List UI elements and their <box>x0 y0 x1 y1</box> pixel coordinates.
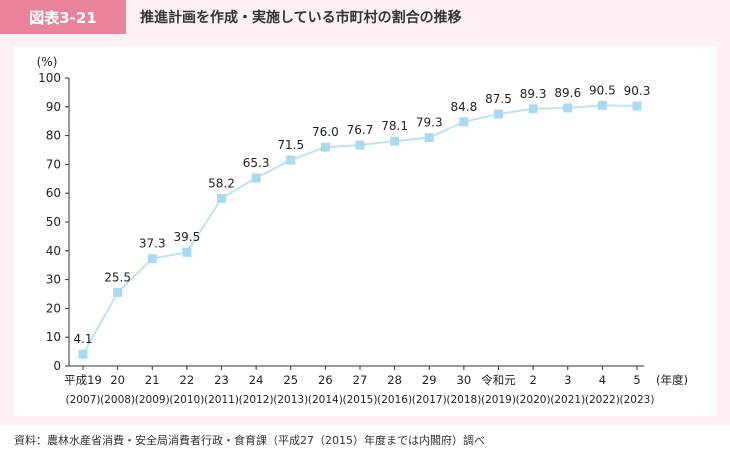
figure-title: 推進計画を作成・実施している市町村の割合の推移 <box>140 10 462 26</box>
x-tick-label: 2 <box>529 373 536 387</box>
y-axis-label: (%) <box>37 55 58 69</box>
data-label: 76.0 <box>312 125 339 139</box>
x-tick-label-western: (2018) <box>446 394 481 406</box>
data-point <box>424 133 434 143</box>
y-tick-label: 90 <box>46 100 61 114</box>
y-tick-label: 50 <box>46 215 61 229</box>
x-tick-label-western: (2019) <box>481 394 516 406</box>
x-tick-label-western: (2012) <box>239 394 274 406</box>
x-tick-label: 令和元 <box>481 373 516 387</box>
x-tick-label: 25 <box>283 373 298 387</box>
data-label: 58.2 <box>208 176 235 190</box>
x-tick-label-western: (2022) <box>585 394 620 406</box>
x-tick-label: 20 <box>110 373 125 387</box>
data-point <box>355 140 365 150</box>
y-tick-label: 30 <box>46 273 61 287</box>
data-label: 89.6 <box>554 86 581 100</box>
data-point <box>528 104 538 114</box>
data-label: 65.3 <box>243 156 270 170</box>
data-label: 25.5 <box>104 271 131 285</box>
data-point <box>632 101 642 111</box>
data-label: 71.5 <box>277 138 304 152</box>
data-point <box>459 117 469 127</box>
x-axis-label: (年度) <box>656 373 688 387</box>
x-tick-label: 30 <box>457 373 472 387</box>
x-tick-label: 21 <box>145 373 160 387</box>
x-tick-label: 26 <box>318 373 333 387</box>
data-label: 78.1 <box>381 119 408 133</box>
x-tick-label-western: (2017) <box>412 394 447 406</box>
x-tick-label: 4 <box>599 373 606 387</box>
data-label: 90.3 <box>624 84 651 98</box>
data-label: 90.5 <box>589 83 616 97</box>
x-tick-label-western: (2009) <box>135 394 170 406</box>
figure-header: 図表3-21 推進計画を作成・実施している市町村の割合の推移 <box>0 0 730 38</box>
data-point <box>390 136 400 146</box>
data-label: 87.5 <box>485 92 512 106</box>
data-label: 76.7 <box>347 123 374 137</box>
data-point <box>217 193 226 203</box>
x-tick-label: 27 <box>353 373 368 387</box>
data-point <box>563 103 573 113</box>
data-point <box>597 100 607 110</box>
plot-panel: 0 10 20 30 40 50 60 70 80 90 100 (%) 平成19 (2007) 20 (20… <box>14 46 716 416</box>
data-point <box>494 109 503 119</box>
data-point <box>320 142 330 152</box>
x-tick-label: 23 <box>214 373 229 387</box>
line-chart: 0 10 20 30 40 50 60 70 80 90 100 (%) 平成19 (2007) 20 (20… <box>37 55 688 406</box>
y-tick-label: 0 <box>53 359 61 373</box>
x-tick-label-western: (2011) <box>204 394 239 406</box>
y-tick-label: 20 <box>46 301 61 315</box>
data-label: 79.3 <box>416 116 443 130</box>
figure-frame: 図表3-21 推進計画を作成・実施している市町村の割合の推移 0 10 20 30 40… <box>0 0 730 425</box>
data-label: 84.8 <box>451 100 478 114</box>
data-point <box>113 288 123 298</box>
y-tick-label: 60 <box>46 186 61 200</box>
x-tick-label-western: (2020) <box>516 394 551 406</box>
x-tick-label-western: (2010) <box>169 394 204 406</box>
data-label: 4.1 <box>73 332 92 346</box>
x-tick-label-western: (2021) <box>550 394 585 406</box>
x-tick-label-western: (2007) <box>66 394 101 406</box>
x-tick-label-western: (2013) <box>273 394 308 406</box>
x-tick-label-western: (2008) <box>100 394 135 406</box>
data-label: 89.3 <box>520 87 547 101</box>
data-point <box>147 254 157 264</box>
x-tick-label-western: (2016) <box>377 394 412 406</box>
y-tick-label: 80 <box>46 129 61 143</box>
source-note: 資料：農林水産省消費・安全局消費者行政・食育課（平成27（2015）年度までは内… <box>14 434 485 447</box>
x-tick-label: 平成19 <box>64 373 102 387</box>
x-tick-label-western: (2023) <box>620 394 655 406</box>
data-label: 37.3 <box>139 237 166 251</box>
data-point <box>286 155 296 165</box>
x-tick-label: 29 <box>422 373 437 387</box>
data-point <box>182 247 192 257</box>
x-tick-label-western: (2014) <box>308 394 343 406</box>
figure-number-badge: 図表3-21 <box>0 0 126 34</box>
x-tick-label: 24 <box>249 373 264 387</box>
x-tick-label: 3 <box>564 373 571 387</box>
y-tick-label: 100 <box>38 71 61 85</box>
x-tick-label: 28 <box>387 373 402 387</box>
data-point <box>251 173 261 183</box>
x-tick-label-western: (2015) <box>343 394 378 406</box>
y-tick-label: 10 <box>46 330 61 344</box>
data-point <box>78 349 88 359</box>
data-label: 39.5 <box>174 230 201 244</box>
y-tick-label: 70 <box>46 157 61 171</box>
x-tick-label: 5 <box>633 373 640 387</box>
x-tick-label: 22 <box>180 373 195 387</box>
y-tick-label: 40 <box>46 244 61 258</box>
